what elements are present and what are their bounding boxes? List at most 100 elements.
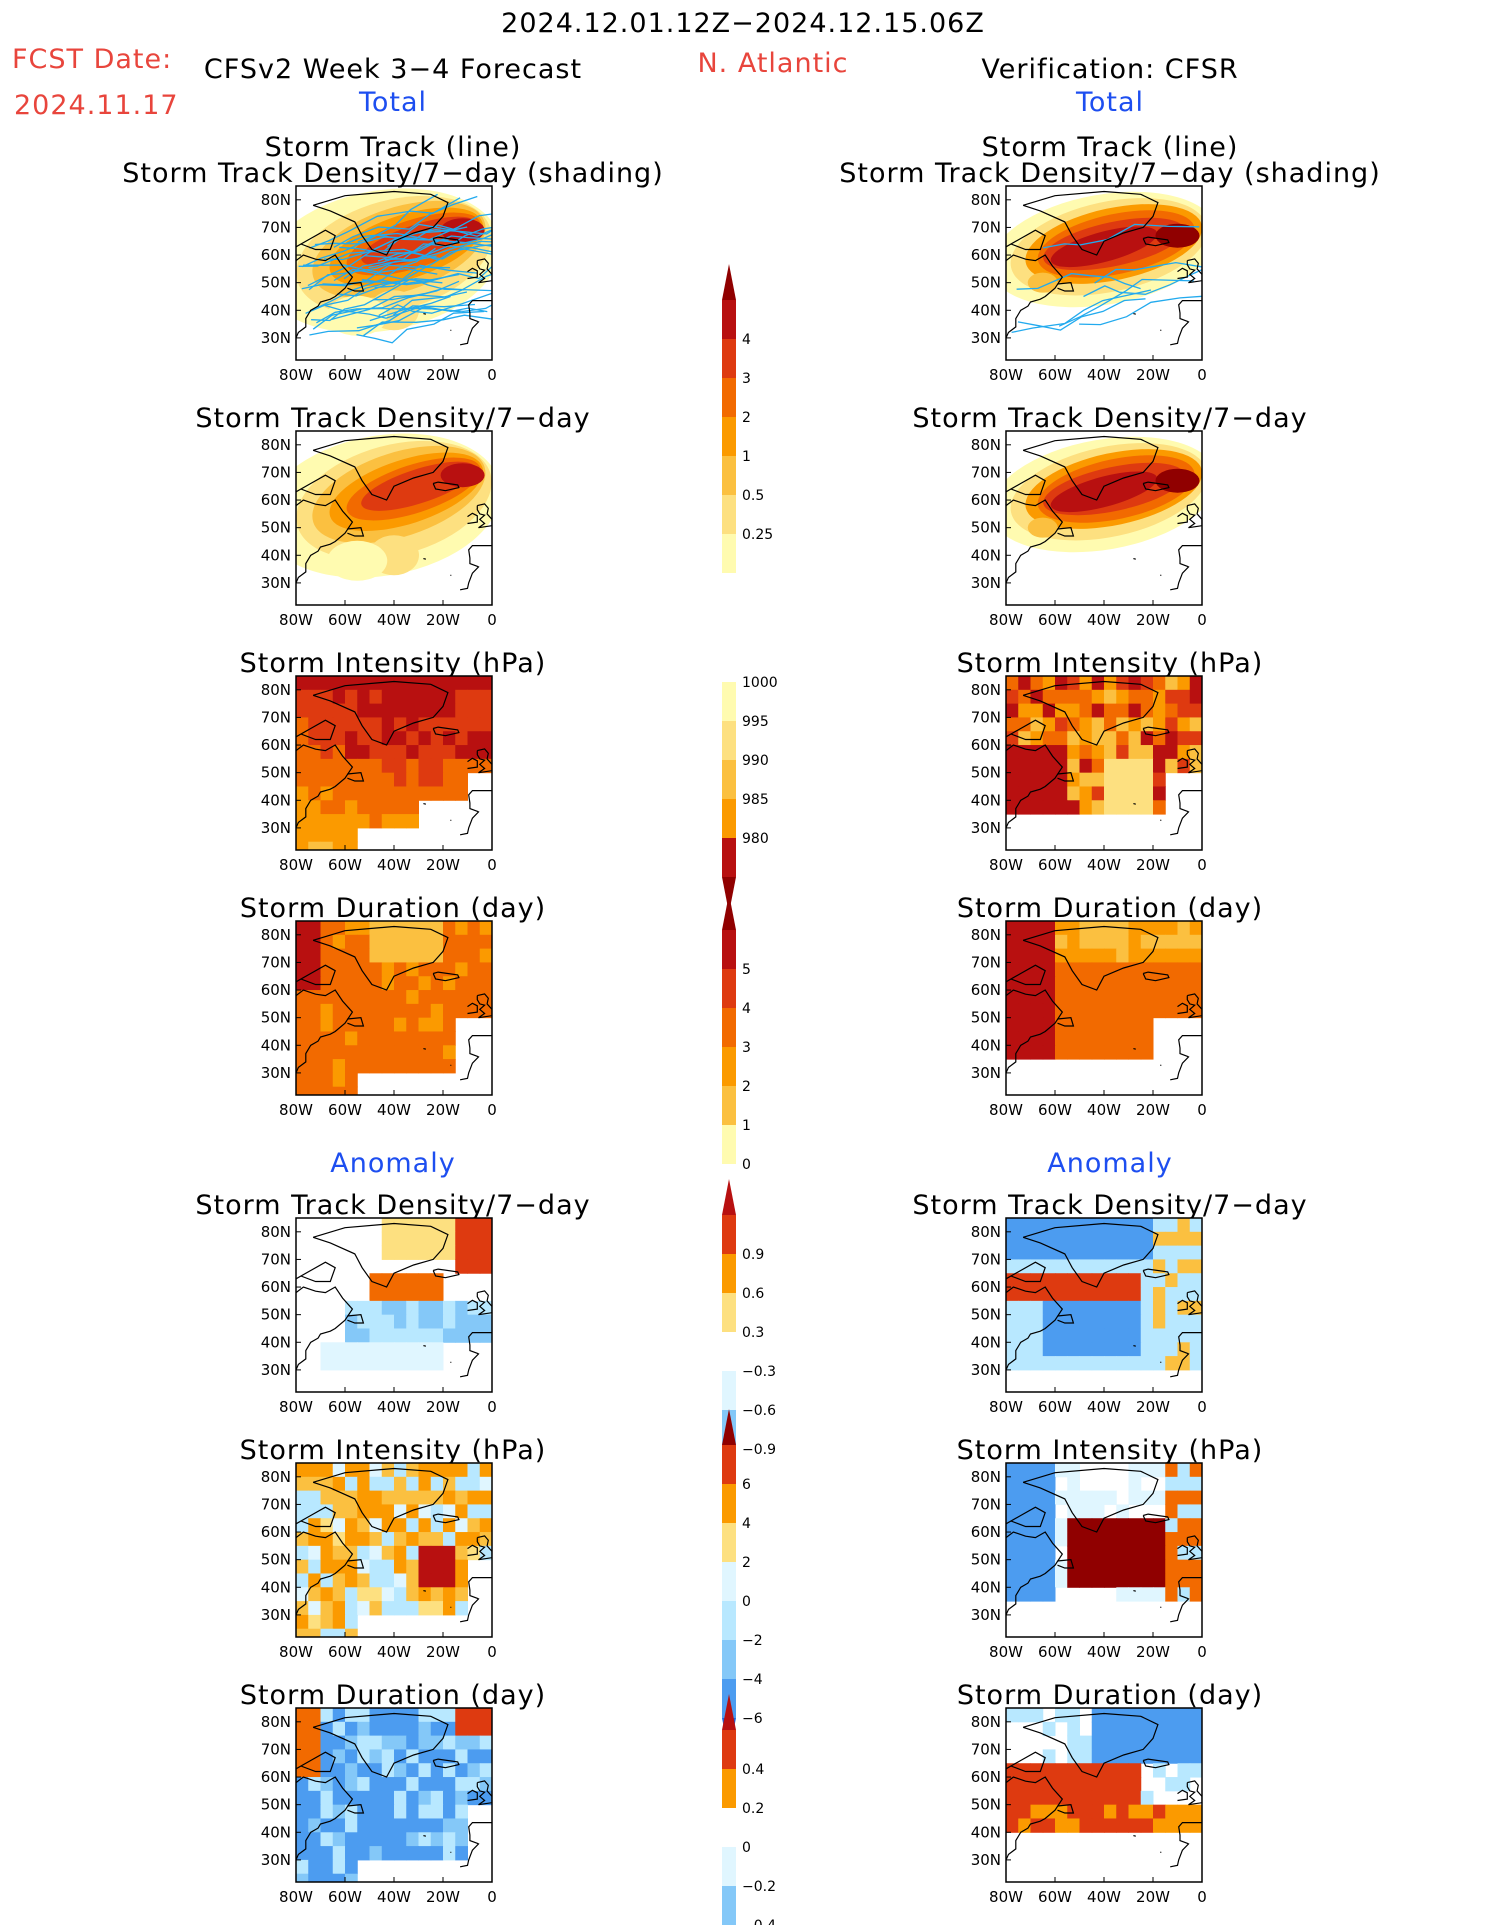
grid-cell [1165, 1245, 1178, 1260]
grid-cell [455, 1601, 468, 1616]
grid-cell [308, 1031, 321, 1046]
grid-cell [1055, 745, 1068, 760]
grid-cell [345, 1749, 358, 1764]
grid-cell [345, 717, 358, 732]
grid-cell [1042, 1573, 1056, 1588]
grid-cell [308, 745, 321, 760]
coastline [347, 1017, 365, 1027]
grid-cell [443, 1218, 456, 1233]
grid-cell [1128, 1314, 1142, 1329]
coastline [312, 1712, 449, 1778]
grid-cell [430, 1356, 444, 1371]
colorbar-cap [722, 1409, 736, 1445]
grid-cell [1006, 758, 1019, 774]
grid-cell [1128, 934, 1142, 950]
colorbar-segment [722, 721, 736, 760]
lon-tick-label: 80W [989, 1101, 1023, 1119]
grid-cell [1042, 1545, 1056, 1561]
grid-cell [1128, 1300, 1142, 1316]
grid-cell [1067, 1735, 1080, 1750]
grid-cell [1104, 1749, 1117, 1764]
grid-cell [1189, 1245, 1202, 1260]
grid-cell [1165, 1463, 1178, 1478]
coastline [1186, 1290, 1202, 1316]
grid-cell [418, 689, 432, 705]
title-intensity-anom-right: Storm Intensity (hPa) [956, 1435, 1264, 1466]
grid-cell [406, 1721, 419, 1737]
grid-cell [1091, 1356, 1105, 1371]
lon-tick-label: 80W [989, 1643, 1023, 1661]
grid-cell [320, 962, 334, 977]
grid-cell [332, 1017, 346, 1032]
lon-tick-label: 40W [377, 1101, 411, 1119]
grid-cell [406, 1314, 419, 1329]
grid-cell [320, 731, 334, 746]
grid-cell [308, 1818, 321, 1833]
grid-cell [1091, 800, 1105, 815]
title-intensity-left: Storm Intensity (hPa) [239, 648, 547, 679]
grid-cell [308, 1790, 321, 1806]
grid-cell [406, 1587, 419, 1602]
grid-cell [332, 1749, 346, 1764]
grid-cell [1067, 786, 1080, 801]
storm-track-line [333, 264, 478, 282]
grid-cell [1116, 1356, 1129, 1371]
grid-cell [1079, 1314, 1093, 1329]
grid-cell [479, 689, 492, 705]
grid-cell [1153, 1003, 1166, 1019]
lon-tick-label: 80W [989, 611, 1023, 629]
grid-cell [1079, 1504, 1093, 1519]
grid-cell [430, 1031, 444, 1046]
grid-cell [1153, 1518, 1166, 1533]
grid-cell [1116, 1763, 1129, 1778]
grid-cell [394, 1003, 407, 1019]
grid-cell [1116, 1721, 1129, 1737]
grid-cell [296, 1573, 309, 1588]
grid-cell [394, 1490, 407, 1505]
grid-cell [406, 1790, 419, 1806]
coastline [347, 527, 365, 537]
grid-cell [467, 1763, 481, 1778]
coastline [459, 1332, 492, 1378]
grid-cell [1104, 1300, 1117, 1316]
grid-cell [1030, 1328, 1044, 1343]
grid-cell [394, 1749, 407, 1764]
anomaly-label-right: Anomaly [1047, 1148, 1173, 1179]
grid-cell [381, 1476, 395, 1492]
grid-cell [332, 772, 346, 787]
coastline [1022, 925, 1159, 991]
grid-cell [1189, 1532, 1202, 1547]
grid-cell [1018, 1342, 1031, 1357]
grid-cell [443, 990, 456, 1005]
coastline [423, 558, 427, 560]
grid-cell [1042, 934, 1056, 950]
grid-cell [1116, 1573, 1129, 1588]
colorbar-label: 5 [742, 962, 751, 978]
grid-cell [394, 962, 407, 977]
grid-cell [1091, 948, 1105, 963]
grid-cell [1042, 1490, 1056, 1505]
lon-tick-label: 0 [1197, 1888, 1207, 1906]
grid-cell [394, 1518, 407, 1533]
grid-cell [1104, 703, 1117, 718]
grid-cell [1091, 1518, 1105, 1533]
colorbar-segment [722, 1332, 736, 1371]
grid-cell [1165, 1708, 1178, 1723]
grid-cell [1189, 990, 1202, 1005]
grid-cell [381, 1721, 395, 1737]
grid-cell [357, 1749, 370, 1764]
grid-cell [1018, 676, 1031, 691]
grid-cell [1067, 1504, 1080, 1519]
grid-cell [357, 934, 370, 950]
grid-cell [332, 1342, 346, 1357]
grid-cell [418, 1463, 432, 1478]
grid-cell [1140, 976, 1154, 991]
density-contour [1027, 272, 1058, 293]
grid-cell [381, 1573, 395, 1588]
grid-cell [479, 921, 492, 936]
lon-tick-label: 80W [279, 611, 313, 629]
grid-cell [455, 1735, 468, 1750]
colorbar-label: 985 [742, 792, 769, 808]
grid-cell [1030, 1504, 1044, 1519]
grid-cell [455, 1463, 468, 1478]
